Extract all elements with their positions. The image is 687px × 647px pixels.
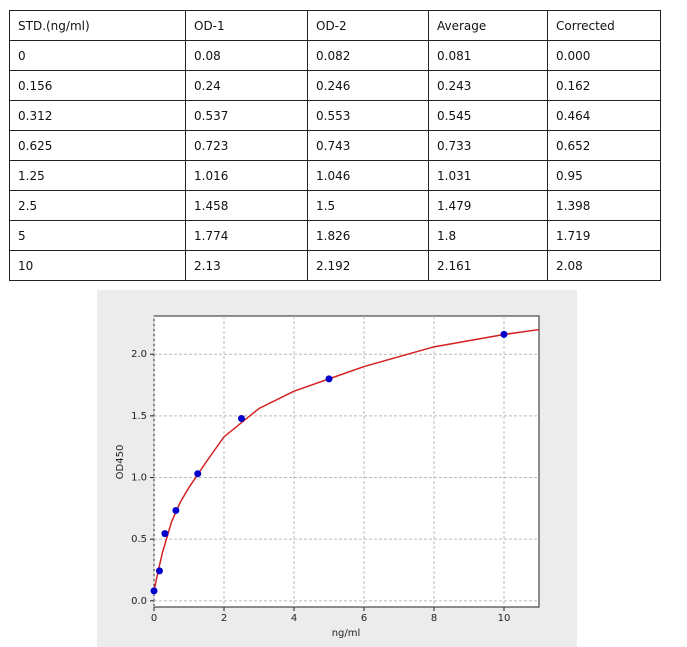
table-cell: 0.312 [9, 100, 186, 131]
table-cell: 0.246 [307, 70, 429, 101]
table-cell: 0.08 [185, 40, 308, 71]
x-tick-label: 8 [431, 613, 437, 624]
table-cell: 0.553 [307, 100, 429, 131]
x-tick-label: 2 [221, 613, 227, 624]
table-cell: 0.733 [428, 130, 548, 161]
table-row: 0.312 0.537 0.553 0.545 0.464 [9, 100, 661, 131]
x-tick-label: 4 [291, 613, 297, 624]
table-row: 10 2.13 2.192 2.161 2.08 [9, 250, 661, 281]
y-tick-label: 0.5 [131, 534, 147, 545]
data-point [500, 330, 508, 338]
table-cell: 1.016 [185, 160, 308, 191]
data-point [238, 414, 245, 422]
data-point [194, 470, 202, 478]
y-tick-label: 2.0 [131, 349, 147, 360]
data-point [161, 530, 169, 538]
table-cell: 0.723 [185, 130, 308, 161]
table-cell: 0.95 [547, 160, 661, 191]
table-cell: 2.13 [185, 250, 308, 281]
table-cell: OD-1 [185, 10, 308, 41]
table-cell: 1.031 [428, 160, 548, 191]
table-cell: 1.826 [307, 220, 429, 251]
x-axis-label: ng/ml [332, 628, 361, 639]
table-row: 5 1.774 1.826 1.8 1.719 [9, 220, 661, 251]
table-cell: 0.243 [428, 70, 548, 101]
table-cell: Average [428, 10, 548, 41]
table-cell: 1.719 [547, 220, 661, 251]
table-cell: 0.082 [307, 40, 429, 71]
header-row: STD.(ng/ml) OD-1 OD-2 Average Corrected [9, 10, 661, 41]
x-tick-label: 10 [498, 613, 511, 624]
table-cell: 2.08 [547, 250, 661, 281]
table-cell: 2.5 [9, 190, 186, 221]
table-cell: Corrected [547, 10, 661, 41]
table-cell: STD.(ng/ml) [9, 10, 186, 41]
table-cell: 0.545 [428, 100, 548, 131]
data-table: STD.(ng/ml) OD-1 OD-2 Average Corrected 0 0.08… [9, 10, 661, 281]
table-row: 0 0.08 0.082 0.081 0.000 [9, 40, 661, 71]
table-cell: 2.161 [428, 250, 548, 281]
x-tick-label: 0 [151, 613, 157, 624]
x-tick-label: 6 [361, 613, 367, 624]
table-cell: 1.398 [547, 190, 661, 221]
y-tick-label: 1.0 [131, 473, 147, 484]
table-cell: 10 [9, 250, 186, 281]
y-tick-label: 1.5 [131, 411, 147, 422]
fit-curve [153, 328, 540, 592]
data-point [150, 587, 158, 595]
data-point [325, 375, 333, 383]
data-point [172, 506, 180, 514]
data-point [155, 567, 163, 575]
y-axis-label: OD450 [115, 445, 126, 480]
table-cell: 2.192 [307, 250, 429, 281]
y-tick-label: 0.0 [131, 596, 147, 607]
plot-area [153, 315, 540, 608]
